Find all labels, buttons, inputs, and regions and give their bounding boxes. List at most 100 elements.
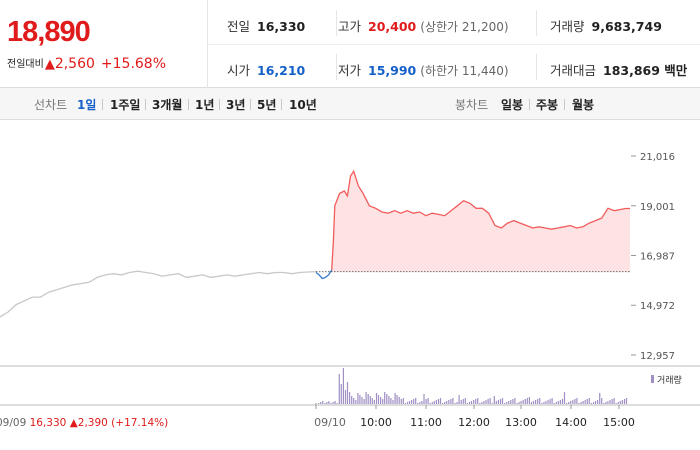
period-3y-tab[interactable]: 3년: [226, 98, 246, 112]
volume-bar: [590, 403, 592, 404]
stats-col-divider: [536, 54, 537, 80]
y-tick-label: 16,987: [640, 251, 675, 262]
volume-bar: [555, 402, 557, 404]
volume-bar: [485, 400, 487, 404]
quote-header: 18,890 전일대비▲2,560 +15.68% 전일 16,330 고가 20,4…: [0, 0, 700, 88]
x-tick-label: 12:00: [458, 416, 490, 429]
volume-bar: [619, 401, 621, 404]
candle-daily-tab[interactable]: 일봉: [501, 98, 524, 112]
volume-bar: [322, 401, 324, 404]
volume-bar: [539, 398, 541, 404]
volume-bar: [386, 394, 388, 404]
volume-bar: [491, 403, 493, 404]
volume-bar: [367, 394, 369, 404]
volume-bar: [549, 399, 551, 404]
volume-bar: [570, 401, 572, 404]
volume-bar: [371, 398, 373, 404]
period-5y-tab[interactable]: 5년: [257, 98, 277, 112]
volume-bar: [448, 400, 450, 404]
volume-bar: [404, 403, 406, 404]
volume-bar: [475, 399, 477, 404]
volume-bar: [421, 401, 423, 404]
volume-bar: [528, 397, 530, 404]
stat-value: 15,990: [368, 63, 417, 78]
volume-bar: [349, 392, 351, 404]
volume-bar: [592, 402, 595, 404]
period-3m-tab[interactable]: 3개월: [152, 98, 183, 112]
stat-high: 고가 20,400 (상한가 21,200): [338, 16, 509, 35]
volume-bar: [464, 398, 466, 404]
volume-bar: [400, 399, 402, 404]
stats-row-divider: [208, 44, 700, 45]
stat-amount: 거래대금 183,869 백만: [550, 60, 687, 79]
volume-bar: [388, 396, 390, 404]
volume-bar: [470, 401, 473, 404]
period-1d-tab[interactable]: 1일: [77, 98, 97, 112]
volume-bar: [603, 403, 605, 404]
line-chart-label: 선차트: [34, 98, 68, 112]
toolbar-divider: [250, 99, 251, 110]
volume-legend-label: 거래량: [657, 374, 682, 386]
today-up-price-line: [331, 169, 630, 271]
stat-label: 고가: [338, 19, 362, 34]
stat-value: 16,330: [257, 19, 306, 34]
volume-bar: [334, 401, 336, 404]
volume-bar: [398, 397, 400, 404]
stat-label: 시가: [227, 63, 251, 78]
stat-label: 전일: [227, 19, 251, 34]
volume-bar: [530, 402, 533, 404]
volume-bar: [382, 399, 384, 404]
change-percent: +15.68%: [100, 56, 167, 72]
volume-bar: [336, 403, 338, 404]
period-1w-tab[interactable]: 1주일: [110, 98, 141, 112]
x-tick-label: 11:00: [410, 416, 442, 429]
volume-bar: [607, 401, 609, 404]
volume-bar: [357, 393, 359, 404]
volume-bar: [411, 400, 413, 404]
change-value: 2,560: [54, 56, 95, 72]
volume-bar: [625, 398, 628, 404]
volume-bar: [320, 402, 322, 404]
stats-col-divider: [336, 54, 337, 80]
volume-bar: [568, 402, 570, 404]
volume-legend-swatch: [651, 375, 654, 383]
x-tick-label: 10:00: [360, 416, 392, 429]
volume-bar: [396, 395, 398, 404]
volume-bar: [495, 401, 497, 404]
volume-bar: [406, 402, 409, 404]
stats-col-divider: [536, 10, 537, 36]
volume-bar: [431, 402, 433, 404]
volume-bar: [524, 399, 526, 404]
volume-bar: [346, 382, 349, 404]
candle-weekly-tab[interactable]: 주봉: [536, 98, 559, 112]
volume-bar: [526, 398, 528, 404]
stats-col-divider: [336, 10, 337, 36]
volume-bar: [532, 401, 535, 404]
volume-bar: [429, 403, 431, 404]
volume-bar: [520, 401, 522, 404]
period-1y-tab[interactable]: 1년: [195, 98, 215, 112]
volume-bar: [578, 403, 580, 404]
volume-bar: [535, 400, 537, 404]
volume-bar: [444, 402, 446, 404]
volume-bar: [582, 401, 584, 404]
volume-bar: [522, 400, 524, 404]
volume-bar: [439, 398, 442, 404]
volume-bar: [572, 400, 574, 404]
volume-bar: [615, 403, 617, 404]
volume-bar: [456, 402, 458, 404]
toolbar-divider: [188, 99, 189, 110]
volume-bar: [563, 392, 566, 404]
upper-limit: (상한가 21,200): [420, 20, 509, 34]
stat-value: 9,683,749: [591, 19, 662, 34]
volume-bar: [497, 400, 499, 404]
volume-bar: [442, 403, 444, 404]
toolbar-divider: [102, 99, 103, 110]
period-10y-tab[interactable]: 10년: [289, 98, 317, 112]
volume-bar: [580, 402, 582, 404]
volume-bar: [355, 400, 357, 404]
toolbar-divider: [145, 99, 146, 110]
volume-bar: [460, 400, 462, 404]
candle-monthly-tab[interactable]: 월봉: [572, 98, 595, 112]
